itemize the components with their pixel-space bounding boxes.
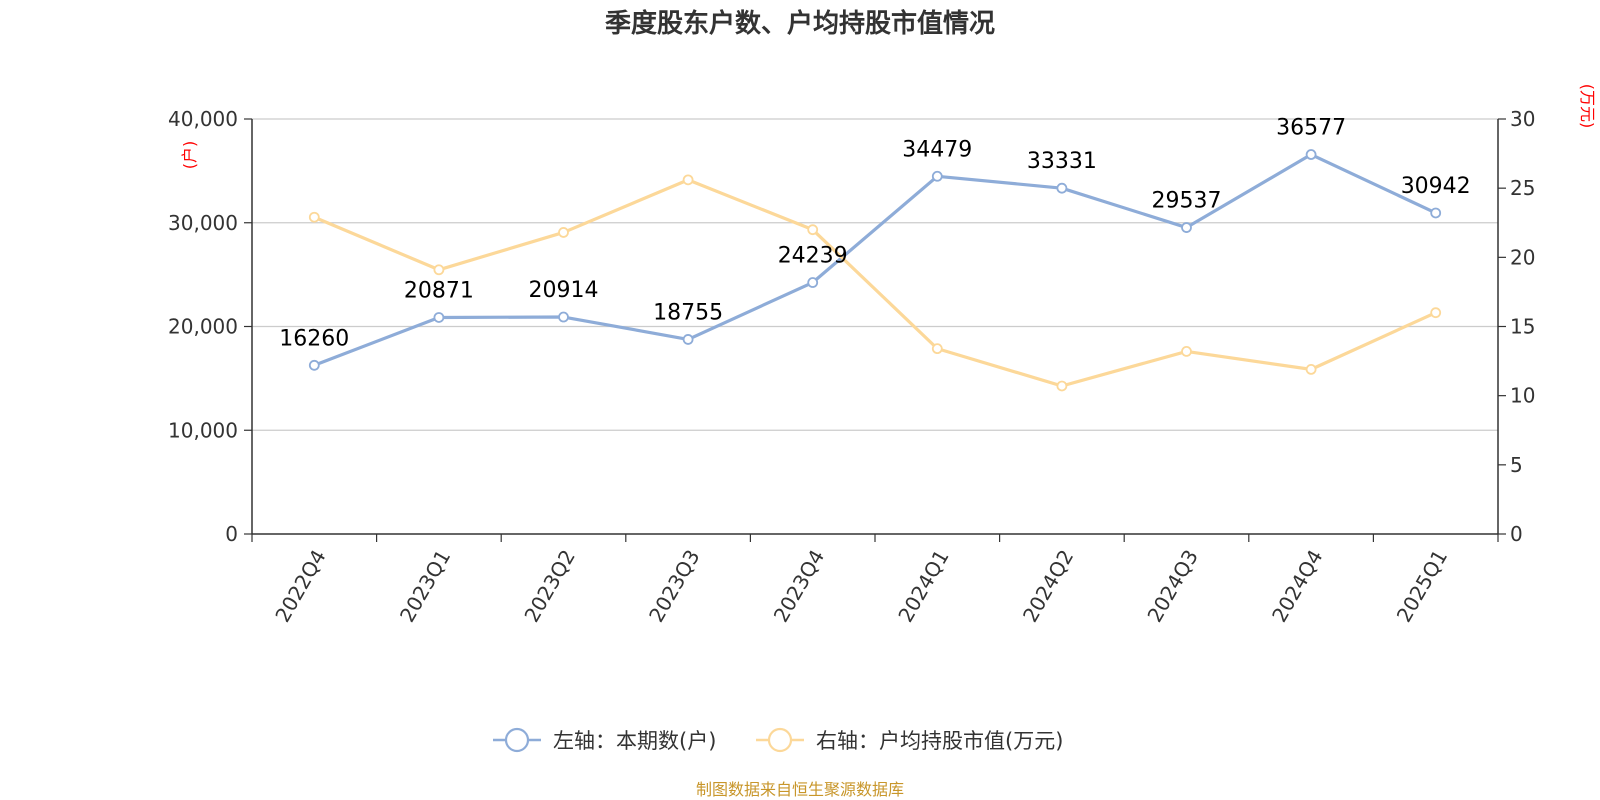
data-point — [807, 224, 819, 236]
data-point — [558, 311, 569, 323]
data-label: 30942 — [1401, 174, 1471, 199]
x-tick-label: 2024Q4 — [1267, 546, 1327, 627]
axes: 0 10,000 20,000 30,000 40,000 0 5 10 15 20 25 30 202… — [168, 107, 1535, 626]
left-tick-label: 40,000 — [168, 107, 238, 131]
data-point — [931, 170, 943, 182]
data-point — [682, 334, 694, 345]
series-line — [313, 152, 1437, 367]
x-tick-label: 2022Q4 — [270, 546, 330, 627]
gridlines — [252, 118, 1498, 431]
right-tick-label: 25 — [1510, 176, 1535, 200]
right-tick-label: 15 — [1510, 315, 1535, 339]
left-tick-label: 20,000 — [168, 315, 238, 339]
data-point — [807, 277, 819, 288]
data-point — [1430, 307, 1442, 319]
data-label: 33331 — [1027, 149, 1097, 174]
x-tick-label: 2023Q1 — [395, 546, 455, 627]
data-label: 16260 — [279, 326, 349, 351]
source-note: 制图数据来自恒生聚源数据库 — [696, 780, 904, 799]
data-point — [433, 264, 445, 276]
x-tick-label: 2024Q2 — [1018, 546, 1078, 627]
chart-title: 季度股东户数、户均持股市值情况 — [605, 8, 995, 39]
data-point — [1305, 149, 1317, 160]
data-point — [558, 227, 569, 238]
data-point — [931, 343, 943, 355]
right-axis-unit: (万元) — [1578, 84, 1597, 129]
left-tick-label: 30,000 — [168, 211, 238, 235]
data-point — [682, 174, 694, 186]
data-labels: 16260 20871 20914 18755 24239 34479 33331 29537… — [279, 116, 1470, 352]
data-label: 24239 — [778, 244, 848, 269]
right-tick-label: 10 — [1510, 384, 1535, 408]
series-layer — [308, 149, 1442, 392]
data-point — [1181, 345, 1192, 357]
data-label: 20914 — [529, 278, 599, 303]
x-tick-label: 2023Q4 — [769, 546, 829, 627]
data-point — [433, 312, 445, 323]
data-label: 18755 — [653, 300, 723, 325]
data-point — [1305, 363, 1317, 375]
x-tick-label: 2024Q3 — [1142, 546, 1202, 627]
x-tick-label: 2025Q1 — [1392, 546, 1452, 627]
legend-marker — [504, 727, 530, 753]
left-axis-unit: (户) — [180, 141, 199, 170]
right-tick-label: 20 — [1510, 245, 1535, 269]
x-tick-label: 2023Q2 — [519, 546, 579, 627]
legend-label: 右轴：户均持股市值(万元) — [816, 729, 1063, 753]
legend-marker — [767, 727, 793, 753]
right-tick-label: 5 — [1510, 453, 1523, 477]
data-label: 29537 — [1152, 189, 1222, 214]
data-point — [1181, 222, 1192, 233]
data-point — [308, 211, 320, 223]
data-point — [1056, 380, 1068, 392]
data-label: 34479 — [902, 137, 972, 162]
data-point — [1430, 207, 1442, 219]
x-tick-label: 2024Q1 — [893, 546, 953, 627]
left-tick-label: 10,000 — [168, 418, 238, 442]
x-tick-label: 2023Q3 — [644, 546, 704, 627]
legend-label: 左轴：本期数(户) — [553, 729, 716, 753]
legend[interactable]: 左轴：本期数(户) 右轴：户均持股市值(万元) — [493, 727, 1063, 753]
data-point — [308, 359, 320, 371]
left-tick-label: 0 — [225, 522, 238, 546]
data-label: 36577 — [1276, 116, 1346, 141]
series-line — [313, 178, 1437, 388]
right-tick-label: 30 — [1510, 107, 1535, 131]
data-point — [1056, 182, 1068, 194]
right-tick-label: 0 — [1510, 522, 1523, 546]
data-label: 20871 — [404, 278, 474, 303]
